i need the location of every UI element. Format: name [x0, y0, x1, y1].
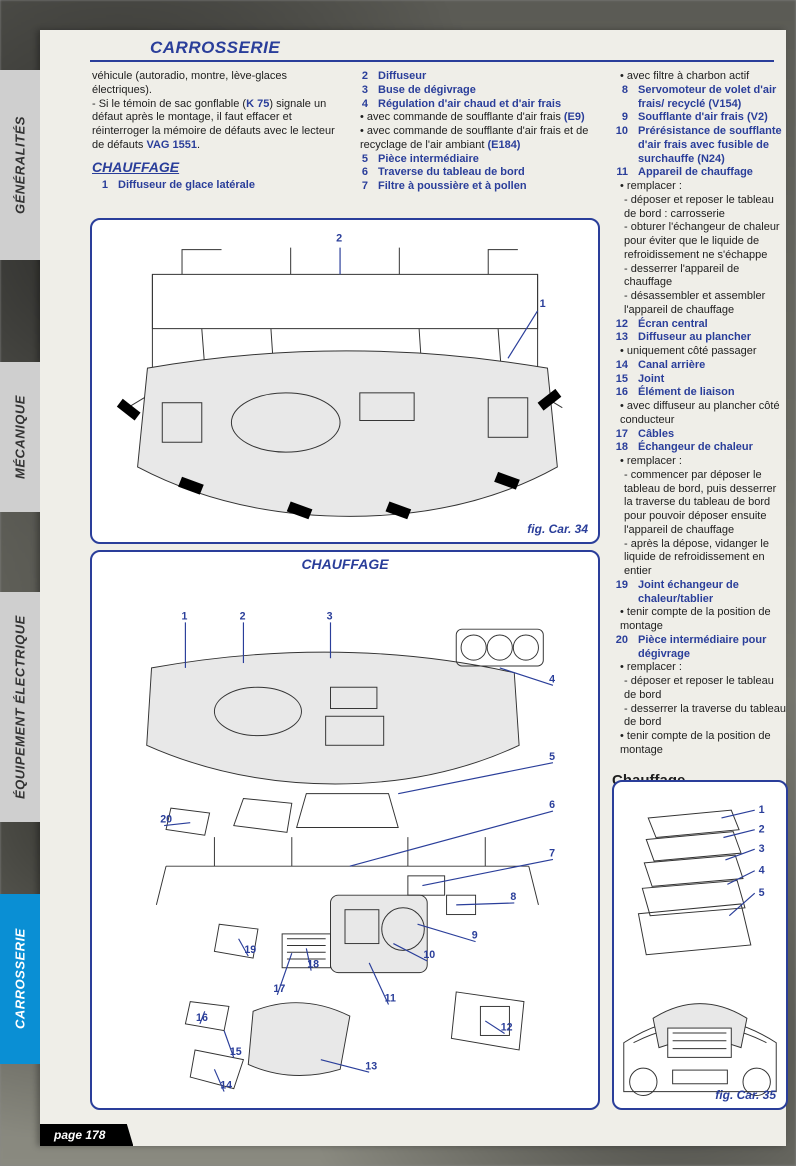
column-1: véhicule (autoradio, montre, lève-glaces…: [92, 70, 337, 193]
tab-electrique: ÉQUIPEMENT ÉLECTRIQUE: [0, 592, 40, 822]
page-number: page 178: [40, 1124, 133, 1146]
item-1: 1 Diffuseur de glace latérale: [92, 179, 337, 193]
svg-text:14: 14: [220, 1080, 232, 1092]
section-chauffage: CHAUFFAGE: [92, 159, 337, 177]
svg-text:10: 10: [423, 949, 435, 961]
svg-text:1: 1: [182, 611, 188, 623]
svg-text:4: 4: [549, 673, 555, 685]
item-12: 12Écran central: [612, 318, 787, 332]
item-16: 16Élément de liaison: [612, 386, 787, 400]
svg-text:7: 7: [549, 848, 555, 860]
intro-line-2: - Si le témoin de sac gonflable (K 75) s…: [92, 98, 337, 153]
item-13: 13Diffuseur au plancher: [612, 331, 787, 345]
svg-text:8: 8: [510, 891, 516, 903]
column-3: avec filtre à charbon actif 8Servomoteur…: [612, 70, 787, 846]
figure-car-34: 2 1 fig. Car. 34: [90, 218, 600, 544]
fig-chauffage-svg: 1234567891011121314151617181920: [92, 576, 598, 1108]
item-9: 9Soufflante d'air frais (V2): [612, 111, 787, 125]
item-11: 11Appareil de chauffage: [612, 166, 787, 180]
item-10: 10Prérésistance de soufflante d'air frai…: [612, 125, 787, 166]
svg-text:18: 18: [307, 959, 319, 971]
fig34-caption: fig. Car. 34: [527, 522, 588, 536]
svg-text:9: 9: [472, 930, 478, 942]
svg-text:3: 3: [327, 611, 333, 623]
item-8: 8Servomoteur de volet d'air frais/ recyc…: [612, 84, 787, 112]
item-4-bullets: avec commande de soufflante d'air frais …: [352, 111, 597, 152]
intro-line-1: véhicule (autoradio, montre, lève-glaces…: [92, 70, 337, 98]
item-15: 15Joint: [612, 373, 787, 387]
fig35-caption: fig. Car. 35: [715, 1088, 776, 1102]
tab-carrosserie: CARROSSERIE: [0, 894, 40, 1064]
ref-k75: K 75: [246, 98, 269, 110]
item-19: 19Joint échangeur de chaleur/tablier: [612, 579, 787, 607]
svg-text:11: 11: [385, 993, 396, 1005]
figure-car-35: 1 2 3 4 5 fig. Car. 35: [612, 780, 788, 1110]
svg-text:2: 2: [759, 824, 765, 836]
svg-text:19: 19: [244, 944, 256, 956]
svg-text:5: 5: [549, 751, 555, 763]
item-20: 20Pièce intermédiaire pour dégivrage: [612, 634, 787, 662]
fig35-svg: 1 2 3 4 5: [614, 782, 786, 1108]
tab-generalites: GÉNÉRALITÉS: [0, 70, 40, 260]
item-2: 2Diffuseur: [352, 70, 597, 84]
svg-text:2: 2: [336, 233, 342, 245]
svg-text:15: 15: [230, 1046, 242, 1058]
svg-text:3: 3: [759, 843, 765, 855]
column-2: 2Diffuseur 3Buse de dégivrage 4Régulatio…: [352, 70, 597, 194]
item-14: 14Canal arrière: [612, 359, 787, 373]
svg-text:1: 1: [540, 298, 546, 310]
item-4: 4Régulation d'air chaud et d'air frais: [352, 98, 597, 112]
fig34-svg: 2 1: [92, 220, 598, 542]
item-6: 6Traverse du tableau de bord: [352, 166, 597, 180]
item-17: 17Câbles: [612, 428, 787, 442]
svg-text:16: 16: [196, 1012, 208, 1024]
svg-text:5: 5: [759, 887, 765, 899]
svg-text:2: 2: [240, 611, 246, 623]
svg-text:4: 4: [759, 865, 765, 877]
item-3: 3Buse de dégivrage: [352, 84, 597, 98]
item-18: 18Échangeur de chaleur: [612, 441, 787, 455]
ref-vag1551: VAG 1551: [146, 139, 197, 151]
svg-text:6: 6: [549, 799, 555, 811]
svg-text:17: 17: [273, 983, 285, 995]
svg-text:1: 1: [759, 804, 765, 816]
fig-chauffage-title: CHAUFFAGE: [92, 552, 598, 576]
item-5: 5Pièce intermédiaire: [352, 153, 597, 167]
item-7: 7Filtre à poussière et à pollen: [352, 180, 597, 194]
svg-text:12: 12: [501, 1022, 513, 1034]
tab-mecanique: MÉCANIQUE: [0, 362, 40, 512]
page-sheet: CARROSSERIE GÉNÉRALITÉS MÉCANIQUE ÉQUIPE…: [40, 30, 786, 1146]
svg-text:20: 20: [160, 814, 172, 826]
svg-text:13: 13: [365, 1060, 377, 1072]
page-title: CARROSSERIE: [150, 38, 280, 58]
figure-chauffage: CHAUFFAGE: [90, 550, 600, 1110]
header-rule: [90, 60, 774, 62]
